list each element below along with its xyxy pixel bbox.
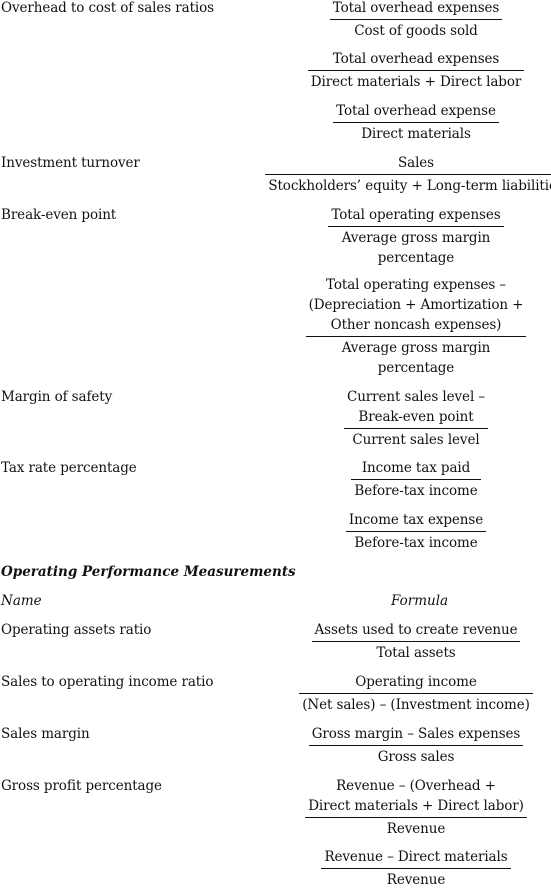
denominator-line: Average gross margin <box>341 230 491 246</box>
numerator: Total overhead expenses <box>332 51 500 67</box>
denominator: Cost of goods sold <box>354 23 478 39</box>
fraction-bar <box>311 641 521 642</box>
denominator: Total assets <box>376 645 456 661</box>
numerator: Income tax paid <box>361 460 471 476</box>
denominator: Direct materials <box>361 126 471 142</box>
measure-name: Investment turnover <box>1 155 140 171</box>
fraction: Sales Stockholders’ equity + Long-term l… <box>265 155 551 194</box>
fraction: Revenue – (Overhead + Direct materials +… <box>305 778 527 837</box>
denominator: Before-tax income <box>354 535 478 551</box>
fraction-bar <box>305 817 527 818</box>
fraction: Revenue – Direct materials Revenue <box>321 849 511 888</box>
formula: Total overhead expense Direct materials <box>260 103 551 142</box>
fraction: Total overhead expense Direct materials <box>333 103 499 142</box>
measure-name: Gross profit percentage <box>1 778 162 794</box>
measure-name: Sales to operating income ratio <box>1 674 214 690</box>
fraction: Total operating expenses – (Depreciation… <box>305 277 527 376</box>
formula: Sales Stockholders’ equity + Long-term l… <box>260 155 551 194</box>
denominator: Stockholders’ equity + Long-term liabili… <box>268 178 551 194</box>
measure-name: Break-even point <box>1 207 117 223</box>
fraction-bar <box>333 122 499 123</box>
denominator: Before-tax income <box>354 483 478 499</box>
fraction-bar <box>299 693 533 694</box>
numerator: Income tax expense <box>348 512 484 528</box>
column-header-name: Name <box>1 593 42 609</box>
numerator: Total overhead expense <box>336 103 496 119</box>
formula: Total operating expenses – (Depreciation… <box>260 277 551 376</box>
measure-name: Margin of safety <box>1 389 113 405</box>
fraction: Total operating expenses Average gross m… <box>328 207 504 266</box>
denominator: Revenue <box>386 821 446 837</box>
formula: Income tax paid Before-tax income <box>260 460 551 499</box>
fraction-bar <box>307 70 525 71</box>
formula: Total overhead expenses Direct materials… <box>260 51 551 90</box>
fraction: Total overhead expenses Cost of goods so… <box>329 0 503 39</box>
measure-name: Overhead to cost of sales ratios <box>1 0 214 16</box>
fraction: Gross margin – Sales expenses Gross sale… <box>308 726 524 765</box>
fraction: Total overhead expenses Direct materials… <box>307 51 525 90</box>
numerator-line: Break-even point <box>358 409 474 425</box>
numerator-line: Current sales level – <box>346 389 485 405</box>
fraction: Operating income (Net sales) – (Investme… <box>299 674 533 713</box>
formula: Total overhead expenses Cost of goods so… <box>260 0 551 39</box>
fraction-bar <box>308 745 524 746</box>
denominator: Revenue <box>386 872 446 888</box>
measure-name: Operating assets ratio <box>1 622 152 638</box>
numerator: Revenue – Direct materials <box>324 849 508 865</box>
denominator-line: Average gross margin <box>341 340 491 356</box>
formula: Current sales level – Break-even point C… <box>260 389 551 448</box>
section-title: Operating Performance Measurements <box>1 564 296 580</box>
fraction-bar <box>329 19 503 20</box>
numerator-line: Other noncash expenses) <box>330 317 502 333</box>
numerator: Current sales level – Break-even point <box>344 389 488 428</box>
fraction-bar <box>321 868 511 869</box>
formula: Revenue – Direct materials Revenue <box>260 849 551 888</box>
denominator: Current sales level <box>352 432 480 448</box>
measure-name: Tax rate percentage <box>1 460 137 476</box>
denominator: Direct materials + Direct labor <box>310 74 522 90</box>
formula: Income tax expense Before-tax income <box>260 512 551 551</box>
numerator: Total operating expenses <box>331 207 501 223</box>
denominator: Gross sales <box>377 749 455 765</box>
numerator-line: Direct materials + Direct labor) <box>308 798 524 814</box>
fraction-bar <box>265 174 551 175</box>
numerator: Total overhead expenses <box>332 0 500 16</box>
fraction: Income tax expense Before-tax income <box>345 512 487 551</box>
denominator: Average gross margin percentage <box>339 227 494 266</box>
numerator: Assets used to create revenue <box>314 622 518 638</box>
formula: Operating income (Net sales) – (Investme… <box>260 674 551 713</box>
fraction: Assets used to create revenue Total asse… <box>311 622 521 661</box>
numerator-line: (Depreciation + Amortization + <box>308 297 524 313</box>
numerator-line: Revenue – (Overhead + <box>336 778 496 794</box>
formula: Gross margin – Sales expenses Gross sale… <box>260 726 551 765</box>
column-header-formula: Formula <box>391 593 449 609</box>
denominator: Average gross margin percentage <box>339 337 494 376</box>
numerator: Revenue – (Overhead + Direct materials +… <box>305 778 527 817</box>
numerator: Total operating expenses – (Depreciation… <box>306 277 527 336</box>
measure-name: Sales margin <box>1 726 90 742</box>
fraction: Income tax paid Before-tax income <box>351 460 481 499</box>
denominator-line: percentage <box>377 360 455 376</box>
formula: Assets used to create revenue Total asse… <box>260 622 551 661</box>
numerator: Operating income <box>355 674 477 690</box>
denominator: (Net sales) – (Investment income) <box>302 697 530 713</box>
fraction: Current sales level – Break-even point C… <box>343 389 488 448</box>
fraction-bar <box>305 336 527 337</box>
numerator-line: Total operating expenses – <box>325 277 506 293</box>
numerator: Sales <box>397 155 435 171</box>
fraction-bar <box>343 428 488 429</box>
fraction-bar <box>328 226 504 227</box>
fraction-bar <box>345 531 487 532</box>
formula: Revenue – (Overhead + Direct materials +… <box>260 778 551 837</box>
formula: Total operating expenses Average gross m… <box>260 207 551 266</box>
denominator-line: percentage <box>377 250 455 266</box>
fraction-bar <box>351 479 481 480</box>
numerator: Gross margin – Sales expenses <box>311 726 521 742</box>
